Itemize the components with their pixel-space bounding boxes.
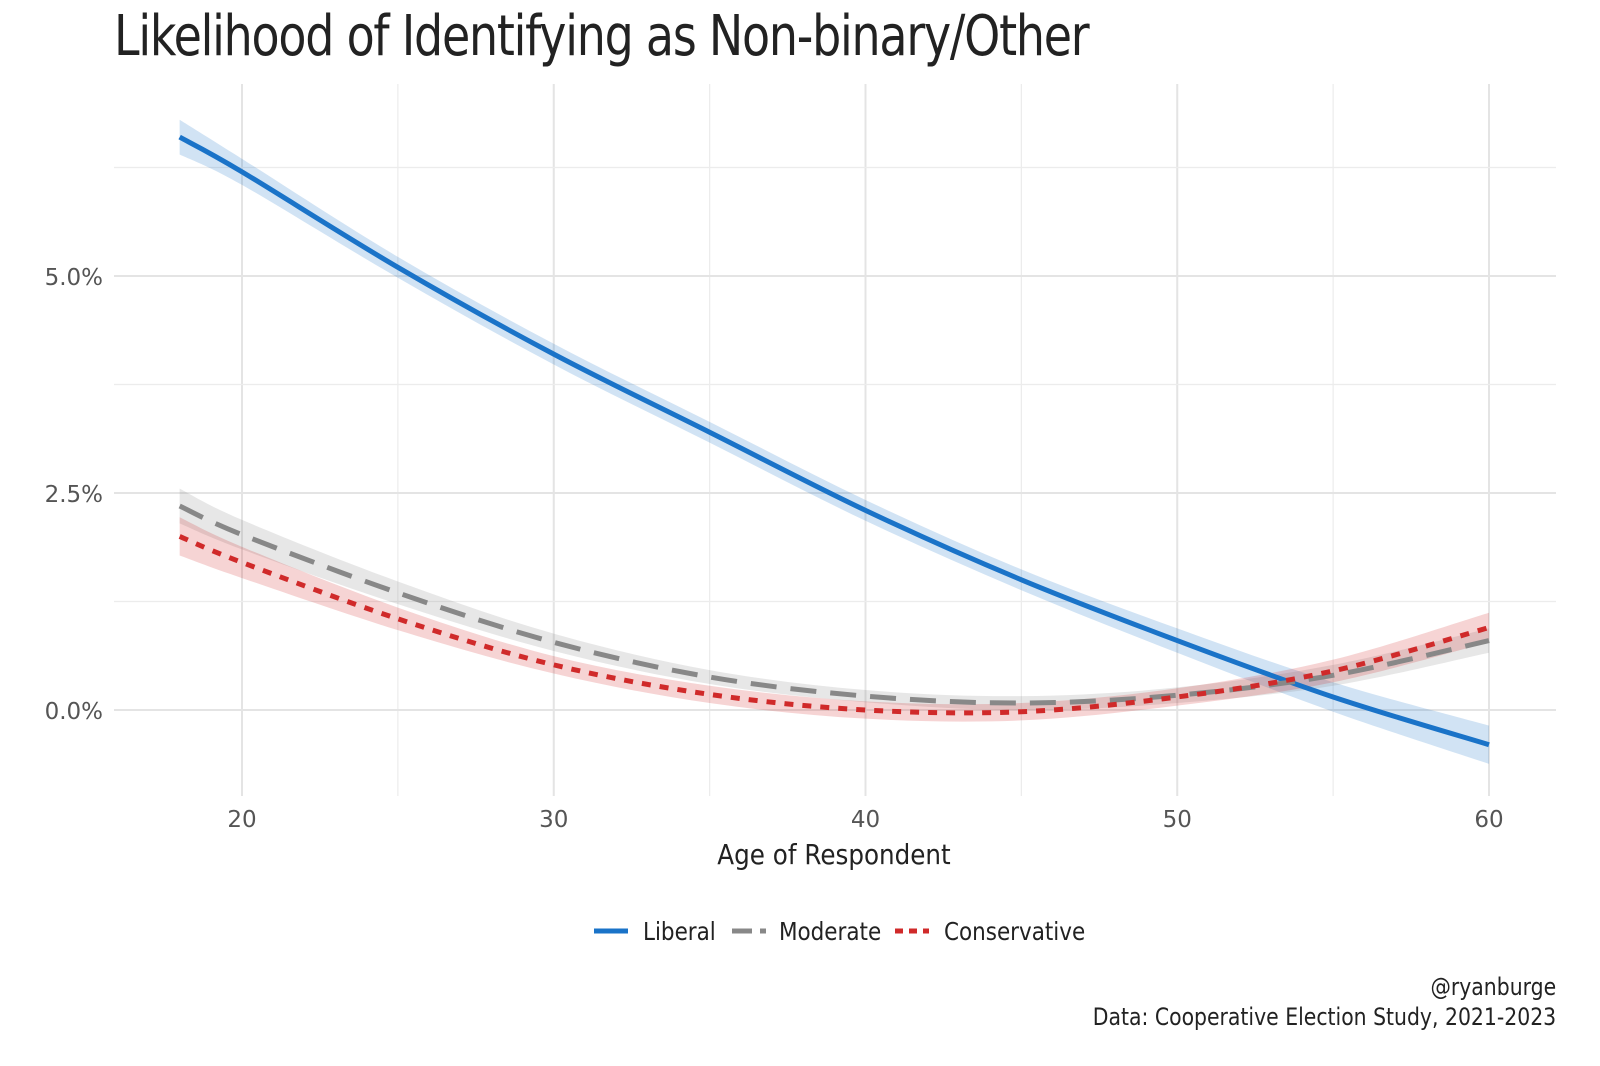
caption-handle: @ryanburge (1430, 973, 1556, 1001)
caption-source: Data: Cooperative Election Study, 2021-2… (1092, 1003, 1556, 1031)
y-tick-label: 5.0% (45, 265, 103, 291)
x-tick-label: 20 (227, 807, 256, 833)
x-tick-label: 30 (539, 807, 568, 833)
legend-label-liberal: Liberal (643, 917, 716, 946)
x-axis-tick-labels: 20 30 40 50 60 (227, 807, 1503, 833)
y-axis-tick-labels: 0.0% 2.5% 5.0% (45, 265, 103, 725)
y-tick-label: 2.5% (45, 482, 103, 508)
legend-item-moderate: Moderate (732, 917, 881, 946)
x-axis-label: Age of Respondent (717, 840, 950, 872)
legend-label-conservative: Conservative (944, 917, 1085, 946)
x-tick-label: 50 (1163, 807, 1192, 833)
ci-bands (179, 119, 1489, 764)
series-line-liberal (178, 134, 1490, 748)
chart-title: Likelihood of Identifying as Non-binary/… (114, 4, 1090, 69)
series-line-moderate (178, 503, 1490, 706)
legend: Liberal Moderate Conservative (594, 917, 1085, 946)
y-tick-label: 0.0% (45, 699, 103, 725)
caption: @ryanburge Data: Cooperative Election St… (1011, 972, 1556, 1032)
series-lines (178, 134, 1490, 748)
x-tick-label: 40 (851, 807, 880, 833)
legend-item-conservative: Conservative (895, 917, 1085, 946)
ci-band-moderate (179, 488, 1489, 711)
ci-band-liberal (179, 119, 1489, 764)
legend-label-moderate: Moderate (779, 917, 881, 946)
x-tick-label: 60 (1474, 807, 1503, 833)
legend-item-liberal: Liberal (594, 917, 716, 946)
